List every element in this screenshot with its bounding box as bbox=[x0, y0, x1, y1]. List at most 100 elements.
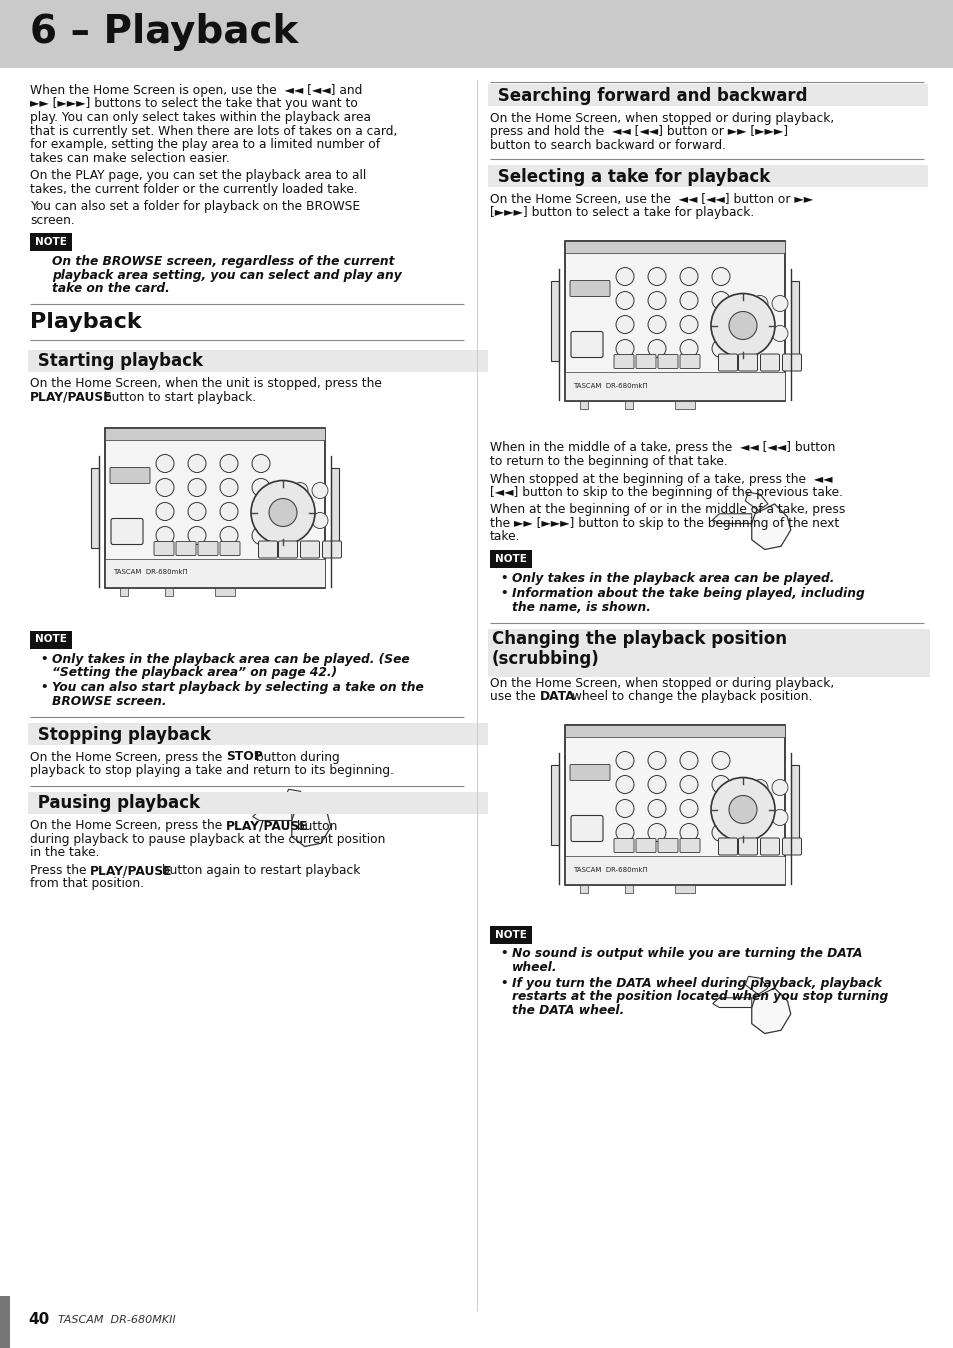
FancyBboxPatch shape bbox=[760, 838, 779, 855]
Bar bbox=[564, 724, 784, 736]
Bar bbox=[790, 764, 799, 844]
Circle shape bbox=[269, 499, 296, 527]
Text: BROWSE screen.: BROWSE screen. bbox=[52, 696, 167, 708]
Text: Changing the playback position: Changing the playback position bbox=[492, 631, 786, 648]
Text: PLAY/PAUSE: PLAY/PAUSE bbox=[226, 820, 308, 833]
Text: [◄◄] button to skip to the beginning of the previous take.: [◄◄] button to skip to the beginning of … bbox=[490, 487, 842, 499]
Bar bbox=[624, 400, 633, 408]
Text: On the PLAY page, you can set the playback area to all: On the PLAY page, you can set the playba… bbox=[30, 168, 366, 182]
Text: button to search backward or forward.: button to search backward or forward. bbox=[490, 139, 725, 152]
Circle shape bbox=[616, 315, 634, 333]
Circle shape bbox=[251, 480, 314, 545]
Text: Information about the take being played, including: Information about the take being played,… bbox=[512, 588, 863, 600]
Text: •: • bbox=[40, 652, 48, 666]
Text: to return to the beginning of that take.: to return to the beginning of that take. bbox=[490, 456, 727, 468]
Text: Press the: Press the bbox=[30, 864, 91, 878]
Text: Pausing playback: Pausing playback bbox=[32, 794, 200, 813]
FancyBboxPatch shape bbox=[564, 240, 784, 400]
FancyBboxPatch shape bbox=[614, 355, 634, 368]
Polygon shape bbox=[712, 998, 751, 1007]
FancyBboxPatch shape bbox=[490, 926, 532, 944]
Text: •: • bbox=[499, 588, 507, 600]
Circle shape bbox=[679, 799, 698, 817]
Circle shape bbox=[616, 824, 634, 841]
Circle shape bbox=[647, 340, 665, 357]
Circle shape bbox=[771, 325, 787, 341]
Circle shape bbox=[731, 779, 747, 795]
FancyBboxPatch shape bbox=[569, 280, 609, 297]
FancyBboxPatch shape bbox=[679, 355, 700, 368]
Bar bbox=[564, 372, 784, 399]
Text: DATA: DATA bbox=[539, 690, 575, 704]
Circle shape bbox=[647, 291, 665, 310]
Bar bbox=[675, 400, 695, 408]
FancyBboxPatch shape bbox=[738, 355, 757, 371]
Text: On the Home Screen, when stopped or during playback,: On the Home Screen, when stopped or duri… bbox=[490, 677, 833, 689]
Circle shape bbox=[156, 454, 173, 473]
Circle shape bbox=[711, 267, 729, 286]
Text: On the Home Screen, when the unit is stopped, press the: On the Home Screen, when the unit is sto… bbox=[30, 377, 381, 391]
Bar bbox=[564, 856, 784, 883]
Circle shape bbox=[728, 795, 757, 824]
Text: When the Home Screen is open, use the  ◄◄ [◄◄] and: When the Home Screen is open, use the ◄◄… bbox=[30, 84, 362, 97]
FancyBboxPatch shape bbox=[571, 332, 602, 357]
Text: On the Home Screen, press the: On the Home Screen, press the bbox=[30, 751, 226, 763]
Bar bbox=[551, 280, 558, 360]
Circle shape bbox=[252, 479, 270, 496]
FancyBboxPatch shape bbox=[30, 233, 71, 251]
Bar bbox=[564, 240, 784, 252]
Text: Only takes in the playback area can be played.: Only takes in the playback area can be p… bbox=[512, 572, 834, 585]
Circle shape bbox=[272, 483, 288, 499]
Text: during playback to pause playback at the current position: during playback to pause playback at the… bbox=[30, 833, 385, 847]
Bar bbox=[165, 588, 172, 596]
Bar bbox=[91, 468, 99, 547]
FancyBboxPatch shape bbox=[110, 468, 150, 484]
Circle shape bbox=[272, 512, 288, 528]
FancyBboxPatch shape bbox=[175, 542, 195, 555]
Text: 6 – Playback: 6 – Playback bbox=[30, 13, 298, 51]
FancyBboxPatch shape bbox=[781, 355, 801, 371]
FancyBboxPatch shape bbox=[658, 838, 678, 852]
Circle shape bbox=[220, 503, 237, 520]
FancyBboxPatch shape bbox=[614, 838, 634, 852]
FancyBboxPatch shape bbox=[28, 723, 488, 744]
Circle shape bbox=[731, 325, 747, 341]
Circle shape bbox=[156, 527, 173, 545]
Text: playback area setting, you can select and play any: playback area setting, you can select an… bbox=[52, 268, 401, 282]
FancyBboxPatch shape bbox=[490, 550, 532, 568]
Text: use the: use the bbox=[490, 690, 539, 704]
FancyBboxPatch shape bbox=[198, 542, 218, 555]
Circle shape bbox=[679, 824, 698, 841]
Text: When stopped at the beginning of a take, press the  ◄◄: When stopped at the beginning of a take,… bbox=[490, 473, 832, 485]
Text: You can also start playback by selecting a take on the: You can also start playback by selecting… bbox=[52, 682, 423, 694]
Text: that is currently set. When there are lots of takes on a card,: that is currently set. When there are lo… bbox=[30, 124, 397, 137]
Text: button during: button during bbox=[252, 751, 339, 763]
Circle shape bbox=[616, 267, 634, 286]
Text: for example, setting the play area to a limited number of: for example, setting the play area to a … bbox=[30, 137, 379, 151]
Bar bbox=[624, 884, 633, 892]
Circle shape bbox=[188, 527, 206, 545]
Text: On the Home Screen, use the  ◄◄ [◄◄] button or ►►: On the Home Screen, use the ◄◄ [◄◄] butt… bbox=[490, 193, 812, 205]
Circle shape bbox=[711, 751, 729, 770]
Circle shape bbox=[711, 824, 729, 841]
Circle shape bbox=[771, 779, 787, 795]
Circle shape bbox=[188, 454, 206, 473]
Text: restarts at the position located when you stop turning: restarts at the position located when yo… bbox=[512, 989, 887, 1003]
Circle shape bbox=[771, 810, 787, 825]
Circle shape bbox=[312, 483, 328, 499]
FancyBboxPatch shape bbox=[636, 355, 656, 368]
Text: from that position.: from that position. bbox=[30, 878, 144, 891]
Text: button: button bbox=[293, 820, 337, 833]
Text: If you turn the DATA wheel during playback, playback: If you turn the DATA wheel during playba… bbox=[512, 976, 881, 989]
Text: •: • bbox=[499, 572, 507, 585]
Text: take on the card.: take on the card. bbox=[52, 282, 170, 295]
Circle shape bbox=[647, 751, 665, 770]
Text: On the Home Screen, press the: On the Home Screen, press the bbox=[30, 820, 226, 833]
Text: When in the middle of a take, press the  ◄◄ [◄◄] button: When in the middle of a take, press the … bbox=[490, 442, 835, 454]
Text: the ►► [►►►] button to skip to the beginning of the next: the ►► [►►►] button to skip to the begin… bbox=[490, 518, 839, 530]
Circle shape bbox=[647, 775, 665, 794]
Circle shape bbox=[647, 267, 665, 286]
FancyBboxPatch shape bbox=[636, 838, 656, 852]
Circle shape bbox=[312, 512, 328, 528]
Circle shape bbox=[647, 315, 665, 333]
